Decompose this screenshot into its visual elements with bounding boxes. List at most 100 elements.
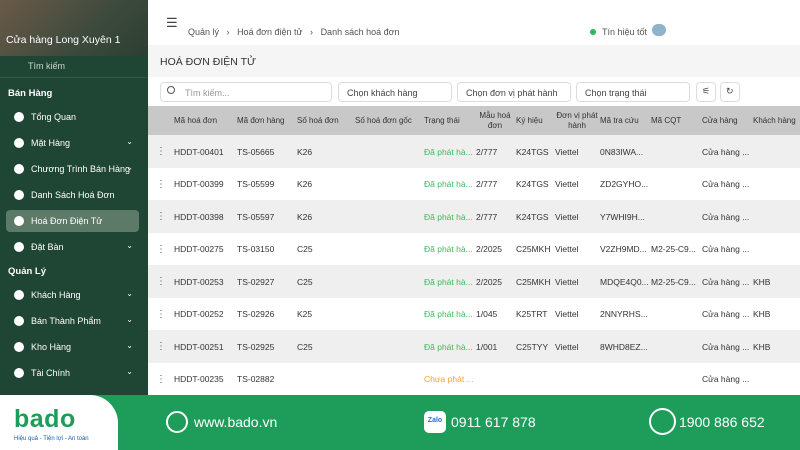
hotline[interactable]: 1900 886 652	[679, 414, 765, 430]
table-row[interactable]: ⋮ HDDT-00398 TS-05597 K26 Đã phát hà... 2/777…	[148, 200, 800, 233]
nav-item[interactable]: Bán Thành Phẩm ⌄	[6, 310, 139, 332]
table-cell: Y7WHI9H...	[600, 211, 645, 222]
table-row[interactable]: ⋮ HDDT-00252 TS-02926 K25 Đã phát hà... 1/045…	[148, 298, 800, 331]
table-cell: V2ZH9MD...	[600, 244, 647, 254]
table-cell: C25	[297, 341, 313, 352]
table-cell: MDQE4Q0...	[600, 276, 649, 287]
row-menu[interactable]: ⋮	[156, 243, 166, 255]
footer: bado Hiệu quả - Tiện lợi - An toàn www.b…	[0, 395, 800, 450]
table-cell: HDDT-00253	[174, 276, 224, 287]
table-cell: Cửa hàng ...	[702, 276, 750, 287]
row-menu[interactable]: ⋮	[156, 276, 166, 287]
web-icon	[166, 411, 188, 433]
table-row[interactable]: ⋮ HDDT-00399 TS-05599 K26 Đã phát hà... 2/777…	[148, 168, 800, 201]
table-cell: Đã phát hà...	[424, 309, 473, 319]
breadcrumb-item[interactable]: Hoá đơn điện tử	[237, 27, 303, 37]
table-cell: TS-02925	[237, 341, 275, 352]
table-cell: K24TGS	[516, 211, 549, 222]
table-cell: Cửa hàng ...	[702, 309, 750, 319]
row-menu[interactable]: ⋮	[156, 178, 166, 190]
nav-icon	[14, 316, 24, 326]
table-cell: K26	[297, 211, 313, 222]
table-cell: Viettel	[555, 146, 579, 157]
table-cell: HDDT-00275	[174, 244, 224, 254]
column-header: Mã CQT	[651, 115, 682, 125]
table-cell: TS-05665	[237, 146, 275, 157]
sidebar-search[interactable]: Tìm kiếm	[0, 56, 148, 78]
nav-item[interactable]: Tài Chính ⌄	[6, 362, 139, 384]
row-menu[interactable]: ⋮	[156, 341, 166, 352]
table-row[interactable]: ⋮ HDDT-00275 TS-03150 C25 Đã phát hà... 2/202…	[148, 233, 800, 266]
table-cell: Đã phát hà...	[424, 244, 473, 254]
store-name[interactable]: Cửa hàng Long Xuyên 1	[0, 0, 148, 56]
nav-item[interactable]: Khách Hàng ⌄	[6, 284, 139, 306]
refresh-button[interactable]: ↻	[720, 82, 740, 102]
nav-label: Tổng Quan	[31, 112, 77, 122]
search-icon	[167, 86, 175, 94]
nav-item[interactable]: Đặt Bàn ⌄	[6, 236, 139, 258]
table-cell: 2/777	[476, 211, 498, 222]
nav-icon	[14, 138, 24, 148]
table-cell: KHB	[753, 309, 771, 319]
chevron: ⌄	[126, 315, 133, 324]
breadcrumb-item[interactable]: Quản lý	[188, 27, 220, 37]
table-cell: HDDT-00252	[174, 309, 224, 319]
nav-item[interactable]: Chương Trình Bán Hàng ⌄	[6, 158, 139, 180]
settings-button[interactable]: ⚟	[696, 82, 716, 102]
table-cell: Viettel	[555, 211, 579, 222]
row-menu[interactable]: ⋮	[156, 373, 166, 385]
table-cell: Viettel	[555, 309, 579, 319]
table-cell: K24TGS	[516, 179, 549, 189]
table-cell: C25MKH	[516, 244, 551, 254]
avatar[interactable]	[652, 24, 666, 36]
table-cell: K26	[297, 179, 313, 189]
table-cell: K26	[297, 146, 313, 157]
table-row[interactable]: ⋮ HDDT-00251 TS-02925 C25 Đã phát hà... 1/001…	[148, 330, 800, 363]
nav-item[interactable]: Mặt Hàng ⌄	[6, 132, 139, 154]
column-header: Mẫu hoá đơn	[479, 111, 511, 130]
zalo-icon: Zalo	[424, 411, 446, 433]
table-cell: Đã phát hà...	[424, 179, 473, 189]
table-row[interactable]: ⋮ HDDT-00401 TS-05665 K26 Đã phát hà... 2/777…	[148, 135, 800, 168]
table-cell: 2/777	[476, 179, 498, 189]
select[interactable]: Chọn trạng thái	[576, 82, 690, 102]
nav-icon	[14, 190, 24, 200]
table-cell: 2/2025	[476, 276, 502, 287]
search-input[interactable]: Tìm kiếm...	[160, 82, 332, 102]
nav-label: Khách Hàng	[31, 290, 81, 300]
table-row[interactable]: ⋮ HDDT-00253 TS-02927 C25 Đã phát hà... 2/202…	[148, 265, 800, 298]
sidebar: Cửa hàng Long Xuyên 1 Tìm kiếm Bán Hàng T…	[0, 0, 148, 395]
table-row[interactable]: ⋮ HDDT-00235 TS-02882 Chưa phát ... Cửa hàng…	[148, 363, 800, 396]
table-cell: HDDT-00251	[174, 341, 224, 352]
menu-toggle[interactable]: ☰	[166, 15, 178, 30]
website[interactable]: www.bado.vn	[194, 414, 278, 430]
logo-panel: bado Hiệu quả - Tiện lợi - An toàn	[0, 395, 118, 450]
column-header: Đơn vị phát hành	[556, 111, 598, 130]
column-header: Trạng thái	[424, 115, 460, 125]
select[interactable]: Chọn đơn vị phát hành	[457, 82, 571, 102]
nav-item[interactable]: Danh Sách Hoá Đơn	[6, 184, 139, 206]
chevron: ⌄	[126, 367, 133, 376]
row-menu[interactable]: ⋮	[156, 211, 166, 222]
nav-icon	[14, 290, 24, 300]
top-bar: ☰ Quản lý › Hoá đơn điện tử › Danh sách …	[148, 0, 800, 45]
table-cell: Cửa hàng ...	[702, 341, 750, 352]
table-cell: Đã phát hà...	[424, 276, 473, 287]
table-cell: Đã phát hà...	[424, 341, 473, 352]
signal-dot	[590, 29, 596, 35]
nav-label: Tài Chính	[31, 368, 71, 378]
column-header: Mã đơn hàng	[237, 115, 285, 125]
zalo-phone[interactable]: 0911 617 878	[451, 414, 536, 430]
nav-item[interactable]: Kho Hàng ⌄	[6, 336, 139, 358]
select[interactable]: Chọn khách hàng	[338, 82, 452, 102]
row-menu[interactable]: ⋮	[156, 146, 166, 157]
table-cell: Viettel	[555, 179, 579, 189]
nav-icon	[14, 112, 24, 122]
table-cell: 1/001	[476, 341, 498, 352]
table-cell: 1/045	[476, 309, 498, 319]
nav-item[interactable]: Tổng Quan	[6, 106, 139, 128]
chevron: ⌄	[126, 163, 133, 172]
signal-text: Tín hiệu tốt	[602, 27, 648, 37]
nav-item[interactable]: Hoá Đơn Điện Tử	[6, 210, 139, 232]
row-menu[interactable]: ⋮	[156, 308, 166, 320]
